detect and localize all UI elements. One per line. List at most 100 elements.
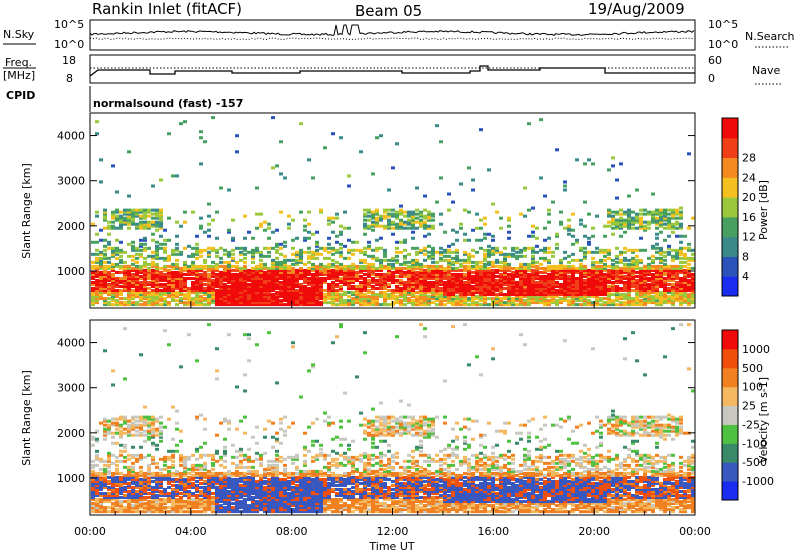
heatmap-cell: [239, 285, 243, 289]
heatmap-cell: [639, 274, 643, 278]
heatmap-cell: [187, 254, 191, 258]
heatmap-cell: [151, 295, 155, 299]
heatmap-cell: [247, 270, 251, 274]
heatmap-cell: [523, 285, 527, 289]
heatmap-cell: [183, 220, 187, 224]
heatmap-cell: [271, 295, 275, 299]
heatmap-cell: [527, 262, 531, 266]
heatmap-cell: [499, 252, 503, 256]
heatmap-cell: [327, 289, 331, 293]
heatmap-cell: [367, 274, 371, 278]
heatmap-cell: [439, 280, 443, 284]
heatmap-cell: [331, 274, 335, 278]
heatmap-cell: [127, 276, 131, 280]
heatmap-cell: [103, 252, 107, 256]
heatmap-cell: [135, 425, 139, 429]
heatmap-cell: [275, 278, 279, 282]
heatmap-cell: [535, 270, 539, 274]
heatmap-cell: [371, 299, 375, 303]
colorbar-swatch: [722, 118, 738, 139]
heatmap-cell: [555, 232, 559, 236]
heatmap-cell: [663, 238, 667, 242]
heatmap-cell: [119, 297, 123, 301]
heatmap-cell: [143, 264, 147, 268]
heatmap-cell: [251, 260, 255, 264]
heatmap-cell: [95, 287, 99, 291]
heatmap-cell: [159, 291, 163, 295]
heatmap-cell: [295, 236, 299, 240]
heatmap-cell: [263, 276, 267, 280]
heatmap-cell: [419, 224, 423, 228]
heatmap-cell: [379, 264, 383, 268]
heatmap-cell: [551, 297, 555, 301]
heatmap-cell: [407, 260, 411, 264]
heatmap-cell: [671, 264, 675, 268]
heatmap-cell: [443, 268, 447, 272]
heatmap-cell: [351, 299, 355, 303]
heatmap-cell: [639, 289, 643, 293]
heatmap-cell: [123, 268, 127, 272]
heatmap-cell: [507, 252, 511, 256]
heatmap-cell: [151, 256, 155, 260]
heatmap-cell: [515, 246, 519, 250]
heatmap-cell: [303, 236, 307, 240]
heatmap-cell: [563, 226, 567, 230]
heatmap-cell: [95, 285, 99, 289]
heatmap-cell: [355, 270, 359, 274]
heatmap-cell: [367, 218, 371, 222]
heatmap-cell: [295, 278, 299, 282]
heatmap-cell: [115, 262, 119, 266]
heatmap-cell: [271, 303, 275, 307]
heatmap-cell: [647, 262, 651, 266]
heatmap-cell: [419, 285, 423, 289]
heatmap-cell: [223, 451, 227, 455]
heatmap-cell: [179, 276, 183, 280]
heatmap-cell: [303, 297, 307, 301]
heatmap-cell: [235, 485, 239, 489]
heatmap-cell: [103, 280, 107, 284]
heatmap-cell: [239, 293, 243, 297]
heatmap-cell: [387, 278, 391, 282]
heatmap-cell: [623, 287, 627, 291]
heatmap-cell: [535, 226, 539, 230]
heatmap-cell: [399, 210, 403, 214]
heatmap-cell: [371, 268, 375, 272]
heatmap-cell: [123, 490, 127, 494]
heatmap-cell: [431, 252, 435, 256]
heatmap-cell: [339, 299, 343, 303]
heatmap-cell: [463, 208, 467, 212]
heatmap-cell: [159, 421, 163, 425]
heatmap-cell: [483, 285, 487, 289]
heatmap-cell: [387, 220, 391, 224]
heatmap-cell: [179, 280, 183, 284]
heatmap-cell: [623, 301, 627, 305]
heatmap-cell: [571, 293, 575, 297]
heatmap-cell: [379, 216, 383, 220]
heatmap-cell: [411, 303, 415, 307]
heatmap-cell: [223, 445, 227, 449]
heatmap-cell: [355, 291, 359, 295]
heatmap-cell: [287, 276, 291, 280]
heatmap-cell: [319, 295, 323, 299]
heatmap-cell: [119, 492, 123, 496]
heatmap-cell: [395, 250, 399, 254]
heatmap-cell: [135, 252, 139, 256]
heatmap-cell: [495, 250, 499, 254]
heatmap-cell: [367, 226, 371, 230]
heatmap-cell: [531, 293, 535, 297]
heatmap-cell: [687, 266, 691, 270]
heatmap-cell: [119, 415, 123, 419]
power-ylabel: Slant Range [km]: [20, 163, 33, 259]
heatmap-cell: [123, 487, 127, 491]
heatmap-cell: [327, 274, 331, 278]
heatmap-cell: [255, 276, 259, 280]
heatmap-cell: [555, 291, 559, 295]
heatmap-cell: [543, 276, 547, 280]
heatmap-cell: [639, 268, 643, 272]
heatmap-cell: [619, 218, 623, 222]
heatmap-cell: [499, 278, 503, 282]
heatmap-cell: [135, 293, 139, 297]
heatmap-cell: [459, 287, 463, 291]
heatmap-cell: [179, 274, 183, 278]
heatmap-cell: [639, 285, 643, 289]
